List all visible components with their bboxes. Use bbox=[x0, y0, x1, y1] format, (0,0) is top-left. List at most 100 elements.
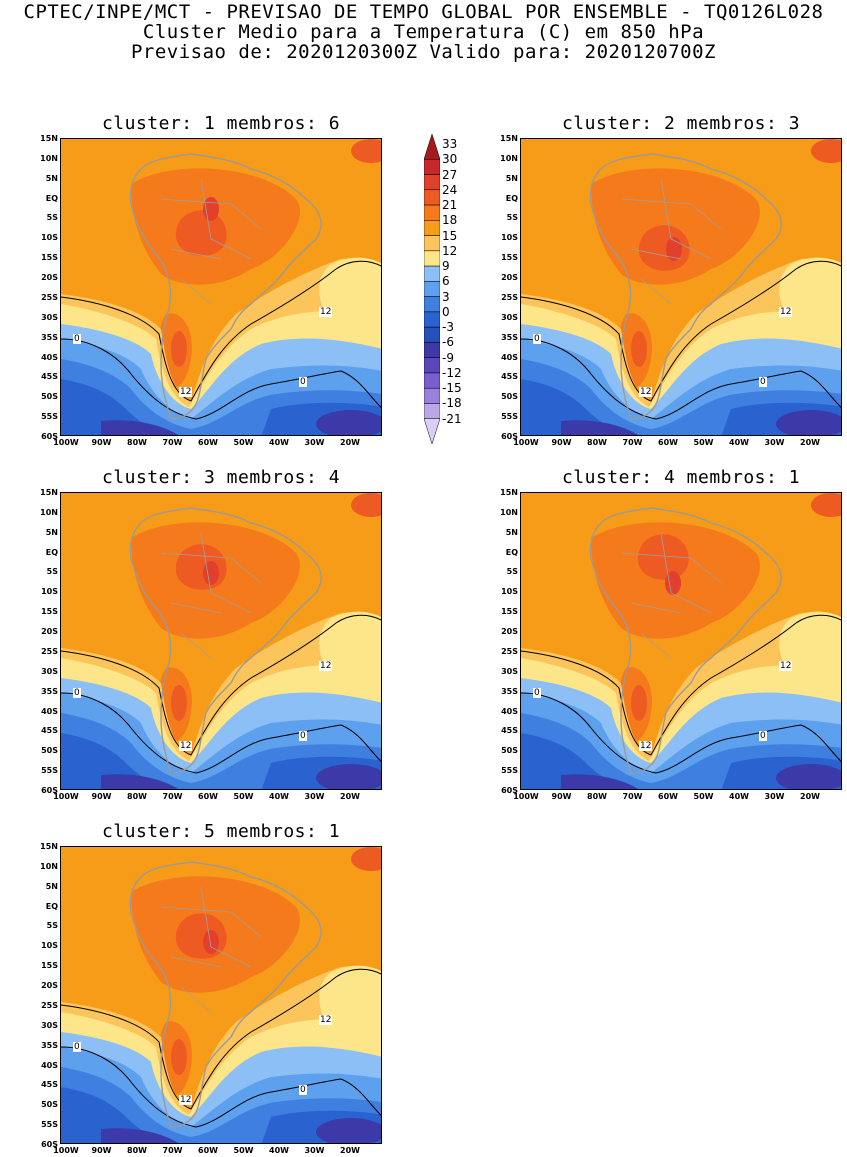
lat-tick-label: 45S bbox=[501, 372, 518, 382]
lon-tick-label: 50W bbox=[693, 438, 714, 447]
lon-tick-label: 50W bbox=[233, 792, 254, 801]
lat-tick-label: 10N bbox=[500, 153, 518, 163]
lat-tick-label: 10S bbox=[501, 587, 518, 597]
lat-tick-label: 30S bbox=[501, 666, 518, 676]
lat-tick-label: 20S bbox=[41, 273, 58, 283]
lat-tick-label: 25S bbox=[41, 646, 58, 656]
lat-tick-label: 55S bbox=[501, 412, 518, 422]
contour-label: 12 bbox=[639, 741, 653, 751]
lat-tick-label: 15S bbox=[41, 253, 58, 263]
map-panel-2: 12 12 0 0 bbox=[520, 138, 842, 436]
lat-tick-label: 20S bbox=[41, 627, 58, 637]
lon-tick-label: 40W bbox=[729, 792, 749, 801]
colorbar-segment bbox=[423, 296, 441, 313]
lat-tick-label: 35S bbox=[501, 332, 518, 342]
lon-tick-label: 40W bbox=[729, 438, 749, 447]
lon-tick-label: 80W bbox=[127, 792, 147, 801]
lat-tick-label: 50S bbox=[501, 746, 518, 756]
contour-label: 0 bbox=[759, 731, 767, 741]
contour-label: 12 bbox=[779, 661, 793, 671]
lon-tick-label: 20W bbox=[340, 438, 360, 447]
contour-label: 12 bbox=[639, 387, 653, 397]
lat-tick-label: 60S bbox=[501, 786, 518, 795]
colorbar-segment bbox=[423, 418, 441, 445]
colorbar-label: 15 bbox=[442, 228, 458, 243]
lon-tick-label: 50W bbox=[693, 792, 714, 801]
lat-tick-label: 45S bbox=[41, 1080, 58, 1090]
lat-tick-label: 10N bbox=[40, 861, 58, 871]
map-panel-3: 12 12 0 0 bbox=[60, 492, 382, 790]
lon-tick-label: 90W bbox=[551, 438, 572, 447]
lat-tick-label: 55S bbox=[41, 766, 58, 776]
colorbar-label: 6 bbox=[442, 274, 450, 289]
lat-tick-label: 15N bbox=[500, 488, 518, 497]
lat-tick-label: 30S bbox=[41, 312, 58, 322]
colorbar-label: 33 bbox=[442, 137, 458, 151]
lat-tick-label: 50S bbox=[501, 392, 518, 402]
lat-tick-label: 10N bbox=[40, 507, 58, 517]
colorbar-label: 30 bbox=[442, 152, 458, 167]
contour-label: 12 bbox=[319, 307, 333, 317]
colorbar-segment bbox=[423, 281, 441, 297]
lat-tick-label: 45S bbox=[41, 372, 58, 382]
lat-tick-label: 20S bbox=[41, 981, 58, 991]
lat-tick-label: 5N bbox=[45, 527, 58, 537]
colorbar-segment bbox=[423, 235, 441, 252]
colorbar-segment bbox=[423, 189, 441, 206]
lat-tick-label: 25S bbox=[501, 292, 518, 302]
lon-tick-label: 50W bbox=[233, 438, 254, 447]
lon-tick-label: 90W bbox=[91, 792, 112, 801]
lat-tick-label: 15S bbox=[501, 607, 518, 617]
colorbar-segment bbox=[423, 326, 441, 343]
colorbar-label: -18 bbox=[442, 396, 462, 411]
colorbar-label: -6 bbox=[442, 335, 454, 350]
contour-label: 0 bbox=[299, 1085, 307, 1095]
lon-tick-label: 20W bbox=[800, 438, 820, 447]
contour-label: 12 bbox=[179, 387, 193, 397]
lat-tick-label: 55S bbox=[41, 1120, 58, 1130]
lat-tick-label: 10S bbox=[41, 233, 58, 243]
panel-2-title: cluster: 2 membros: 3 bbox=[561, 113, 801, 134]
contour-label: 0 bbox=[759, 377, 767, 387]
contour-label: 0 bbox=[73, 334, 81, 344]
lat-tick-label: 5S bbox=[506, 567, 518, 577]
colorbar-label: 18 bbox=[442, 213, 458, 228]
lat-tick-label: 5S bbox=[46, 213, 58, 223]
lat-tick-label: 40S bbox=[41, 706, 58, 716]
colorbar-label: 21 bbox=[442, 198, 458, 213]
panel-5-title: cluster: 5 membros: 1 bbox=[101, 821, 341, 842]
colorbar-label: -12 bbox=[442, 365, 462, 380]
lat-tick-label: EQ bbox=[505, 547, 518, 557]
lat-tick-label: 35S bbox=[41, 686, 58, 696]
contour-label: 12 bbox=[179, 1095, 193, 1105]
lat-tick-label: 5S bbox=[46, 921, 58, 931]
lat-tick-label: 50S bbox=[41, 746, 58, 756]
header-line-2: Cluster Medio para a Temperatura (C) em … bbox=[142, 21, 705, 43]
contour-label: 0 bbox=[73, 688, 81, 698]
lat-tick-label: 5N bbox=[505, 173, 518, 183]
lat-tick-label: 35S bbox=[41, 1040, 58, 1050]
lon-tick-label: 40W bbox=[269, 1146, 289, 1155]
colorbar-label: -21 bbox=[442, 411, 462, 426]
lon-tick-label: 90W bbox=[551, 792, 572, 801]
lon-tick-label: 100W bbox=[53, 1146, 79, 1155]
contour-label: 12 bbox=[779, 307, 793, 317]
panel-4-title: cluster: 4 membros: 1 bbox=[561, 467, 801, 488]
lat-tick-label: 20S bbox=[501, 627, 518, 637]
colorbar bbox=[423, 133, 441, 445]
colorbar-segment bbox=[423, 250, 441, 267]
contour-label: 0 bbox=[533, 688, 541, 698]
lon-tick-label: 60W bbox=[198, 1146, 218, 1155]
lat-tick-label: 15S bbox=[501, 253, 518, 263]
lat-tick-label: 40S bbox=[501, 352, 518, 362]
map-panel-5: 12 12 0 0 bbox=[60, 846, 382, 1144]
colorbar-segment bbox=[423, 387, 441, 404]
lat-tick-label: 5N bbox=[45, 173, 58, 183]
lat-tick-label: EQ bbox=[45, 193, 58, 203]
lat-tick-label: 15N bbox=[500, 134, 518, 143]
lat-tick-label: 15N bbox=[40, 134, 58, 143]
colorbar-label: -9 bbox=[442, 350, 454, 365]
colorbar-label: -3 bbox=[442, 320, 454, 335]
lon-tick-label: 30W bbox=[764, 792, 785, 801]
lon-tick-label: 80W bbox=[127, 1146, 147, 1155]
